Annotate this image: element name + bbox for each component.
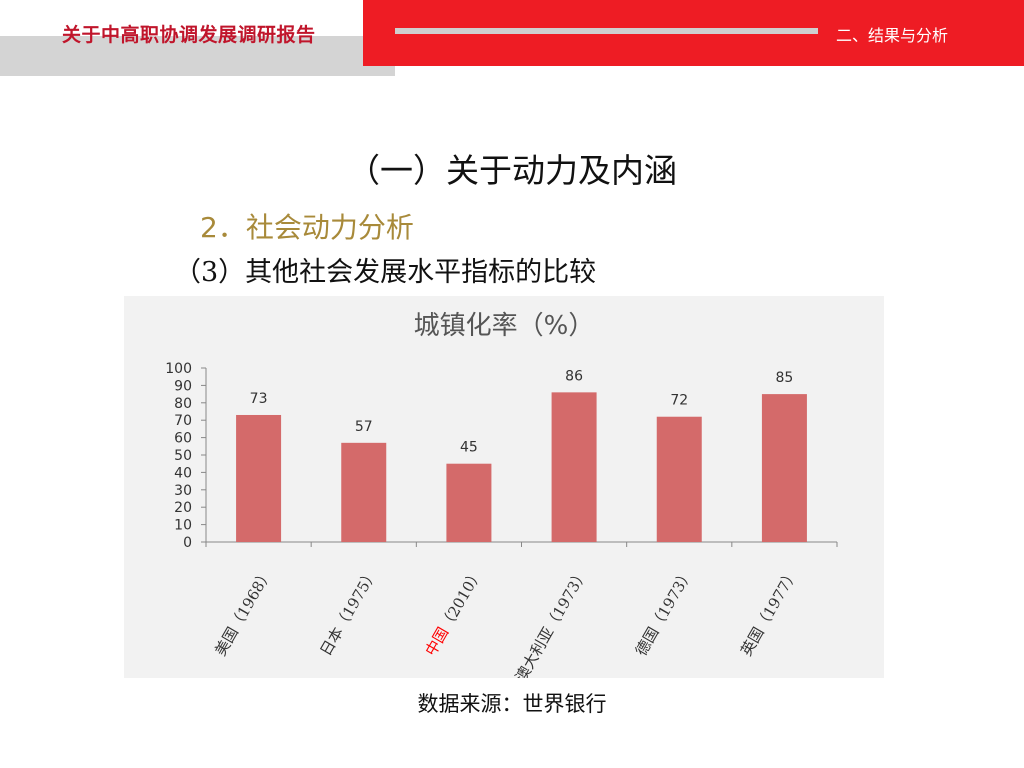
bar [341, 442, 387, 542]
category-year: （1968） [226, 565, 276, 633]
y-tick-label: 30 [174, 483, 192, 499]
y-tick-label: 70 [174, 413, 192, 429]
category-year: （1973） [542, 565, 592, 633]
data-label: 73 [250, 391, 268, 407]
category-year: （1973） [647, 565, 697, 633]
category-label: 美国（1968） [211, 565, 276, 659]
data-label: 57 [355, 419, 373, 435]
data-label: 72 [670, 393, 688, 409]
header-stripe [395, 28, 818, 34]
category-label: 中国（2010） [422, 565, 487, 659]
y-tick-label: 90 [174, 378, 192, 394]
main-heading: （一）关于动力及内涵 [347, 151, 677, 190]
y-tick-label: 10 [174, 518, 192, 534]
category-year: （1977） [752, 565, 802, 633]
data-label: 45 [460, 440, 478, 456]
category-label: 英国（1977） [737, 565, 802, 659]
data-source: 数据来源：世界银行 [417, 692, 607, 716]
sub-sub-heading: （3）其他社会发展水平指标的比较 [174, 257, 597, 288]
bar [446, 463, 492, 542]
chart-title: 城镇化率（%） [414, 311, 595, 341]
bar [236, 414, 282, 542]
category-name: 澳大利亚 [512, 624, 558, 678]
data-label: 85 [776, 370, 794, 386]
category-label: 澳大利亚（1973） [512, 565, 592, 678]
bar [656, 416, 702, 542]
sub-heading: 2．社会动力分析 [200, 211, 414, 244]
y-tick-label: 80 [174, 396, 192, 412]
chart-container: 城镇化率（%） 0 10 20 30 40 50 60 70 80 90 100 73 美国（1968） 5… [124, 296, 884, 678]
y-tick-label: 50 [174, 448, 192, 464]
y-tick-label: 60 [174, 431, 192, 447]
report-title: 关于中高职协调发展调研报告 [62, 24, 316, 46]
y-tick-label: 40 [174, 465, 192, 481]
y-tick-label: 100 [165, 361, 192, 377]
category-label: 日本（1975） [317, 565, 382, 659]
category-label: 德国（1973） [632, 565, 697, 659]
category-year: （2010） [437, 565, 487, 633]
y-tick-label: 0 [183, 535, 192, 551]
header-title-area [0, 0, 363, 36]
category-year: （1975） [332, 565, 382, 633]
bar [761, 394, 807, 542]
bar [551, 392, 597, 542]
section-label: 二、结果与分析 [836, 26, 949, 45]
data-label: 86 [565, 368, 583, 384]
y-tick-label: 20 [174, 500, 192, 516]
